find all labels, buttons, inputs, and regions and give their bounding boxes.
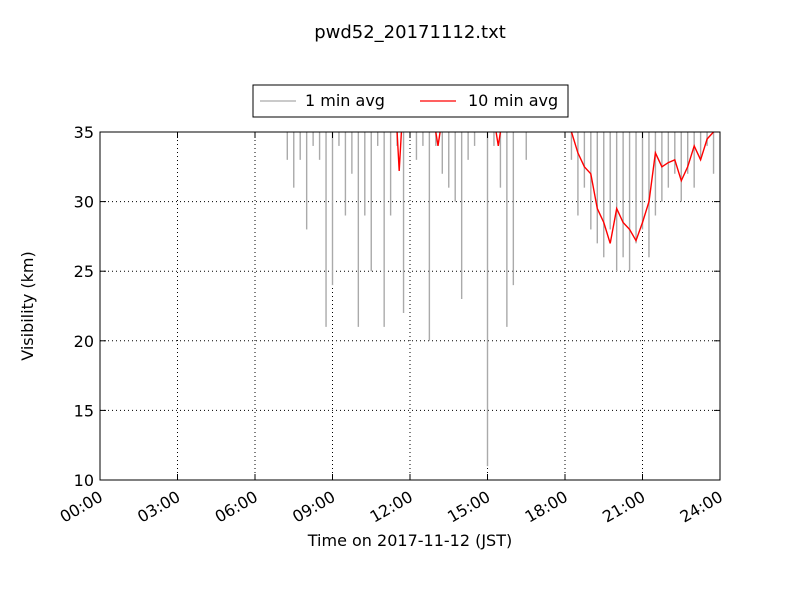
series-10min-line <box>435 131 441 147</box>
y-tick-label: 30 <box>74 193 94 212</box>
x-tick-label: 21:00 <box>599 487 648 527</box>
x-tick-label: 09:00 <box>289 487 338 527</box>
series-layer <box>286 131 715 467</box>
y-tick-label: 25 <box>74 262 94 281</box>
x-tick-label: 15:00 <box>444 487 493 527</box>
x-tick-label: 12:00 <box>367 487 416 527</box>
x-axis-label: Time on 2017-11-12 (JST) <box>307 531 512 550</box>
legend-label-1min: 1 min avg <box>305 91 385 110</box>
y-axis-label: Visibility (km) <box>18 251 37 360</box>
x-tick-label: 06:00 <box>212 487 261 527</box>
y-tick-label: 15 <box>74 401 94 420</box>
grid <box>100 132 720 480</box>
legend: 1 min avg 10 min avg <box>252 84 569 118</box>
legend-box <box>252 84 569 118</box>
x-tick-label: 18:00 <box>522 487 571 527</box>
x-tick-label: 03:00 <box>134 487 183 527</box>
x-tick-label: 00:00 <box>57 487 106 527</box>
chart-title: pwd52_20171112.txt <box>314 22 506 43</box>
y-tick-label: 35 <box>74 123 94 142</box>
series-10min-line <box>396 131 403 172</box>
legend-label-10min: 10 min avg <box>468 91 558 110</box>
y-tick-label: 10 <box>74 471 94 490</box>
series-10min-line <box>495 131 502 147</box>
x-tick-label: 24:00 <box>677 487 726 527</box>
series-10min-line <box>570 131 715 244</box>
y-tick-label: 20 <box>74 332 94 351</box>
